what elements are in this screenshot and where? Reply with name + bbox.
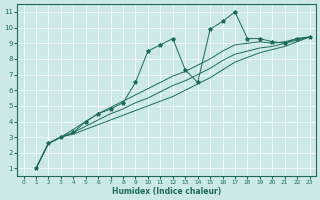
X-axis label: Humidex (Indice chaleur): Humidex (Indice chaleur) (112, 187, 221, 196)
